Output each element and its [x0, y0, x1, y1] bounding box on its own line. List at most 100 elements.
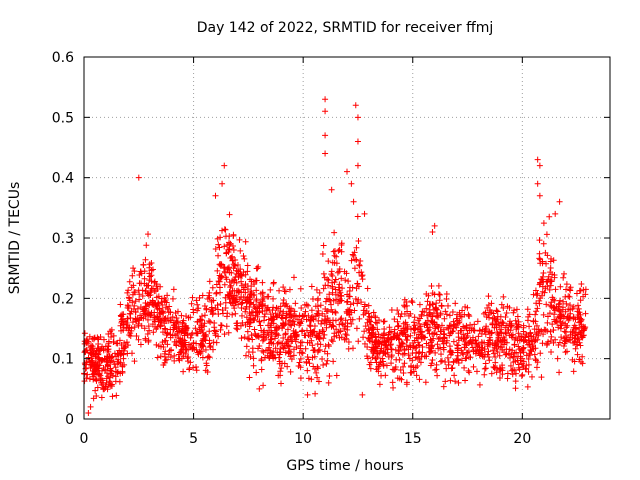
data-point [298, 339, 305, 346]
y-tick-label: 0.6 [52, 50, 74, 66]
data-point [326, 291, 333, 298]
data-point [365, 302, 372, 309]
data-point [291, 321, 298, 328]
data-point [551, 311, 558, 318]
data-point [516, 366, 523, 373]
data-point [246, 374, 253, 381]
data-point [110, 339, 117, 346]
data-point [460, 351, 467, 358]
data-point [232, 274, 239, 281]
data-point [564, 313, 571, 320]
data-point [144, 330, 151, 337]
x-tick-label: 10 [294, 431, 312, 447]
data-point [339, 285, 346, 292]
data-point [515, 343, 522, 350]
data-point [544, 319, 551, 326]
data-point [539, 276, 546, 283]
data-point [466, 369, 473, 376]
data-point [523, 365, 530, 372]
data-point [496, 352, 503, 359]
data-point [287, 310, 294, 317]
data-point [424, 324, 431, 331]
data-point [234, 320, 241, 327]
data-point [331, 229, 338, 236]
data-point [494, 308, 501, 315]
data-point [138, 322, 145, 329]
data-point [440, 344, 447, 351]
data-point [447, 330, 454, 337]
data-point [361, 210, 368, 217]
data-point [341, 268, 348, 275]
data-point [572, 332, 579, 339]
data-point [485, 293, 492, 300]
data-point [242, 308, 249, 315]
data-point [253, 369, 260, 376]
data-point [489, 320, 496, 327]
data-point [254, 304, 261, 311]
data-point [383, 362, 390, 369]
data-point [498, 338, 505, 345]
data-point [395, 347, 402, 354]
data-point [547, 265, 554, 272]
data-point [298, 318, 305, 325]
data-point [296, 359, 303, 366]
data-point [576, 287, 583, 294]
data-point [354, 138, 361, 145]
data-point [364, 344, 371, 351]
data-point [410, 343, 417, 350]
data-point [356, 262, 363, 269]
data-point [174, 308, 181, 315]
data-point [338, 315, 345, 322]
data-point [407, 344, 414, 351]
data-point [153, 302, 160, 309]
data-point [361, 340, 368, 347]
data-point [325, 282, 332, 289]
data-point [325, 379, 332, 386]
data-point [335, 284, 342, 291]
data-point [104, 363, 111, 370]
data-point [513, 320, 520, 327]
data-point [131, 289, 138, 296]
data-point [550, 304, 557, 311]
data-point [447, 377, 454, 384]
data-point [536, 237, 543, 244]
data-point [495, 320, 502, 327]
data-point [355, 338, 362, 345]
data-point [401, 347, 408, 354]
data-point [433, 366, 440, 373]
data-point [230, 265, 237, 272]
data-point [144, 282, 151, 289]
data-point [256, 343, 263, 350]
data-point [129, 291, 136, 298]
data-point [194, 307, 201, 314]
data-point [422, 334, 429, 341]
data-point [141, 325, 148, 332]
data-point [232, 256, 239, 263]
data-point [462, 355, 469, 362]
data-point [407, 369, 414, 376]
data-point [387, 342, 394, 349]
data-point [369, 354, 376, 361]
data-point [550, 257, 557, 264]
data-point [246, 304, 253, 311]
x-axis-label: GPS time / hours [286, 458, 403, 474]
data-point [146, 327, 153, 334]
data-point [229, 311, 236, 318]
data-point [219, 227, 226, 234]
data-point [403, 379, 410, 386]
data-point [526, 311, 533, 318]
data-point [361, 328, 368, 335]
data-point [113, 392, 120, 399]
data-point [359, 272, 366, 279]
data-point [162, 315, 169, 322]
data-point [429, 290, 436, 297]
data-point [362, 323, 369, 330]
data-point [90, 361, 97, 368]
data-point [253, 297, 260, 304]
data-point [314, 333, 321, 340]
data-point [237, 247, 244, 254]
data-point [365, 327, 372, 334]
data-point [552, 210, 559, 217]
data-point [237, 266, 244, 273]
data-point [481, 339, 488, 346]
